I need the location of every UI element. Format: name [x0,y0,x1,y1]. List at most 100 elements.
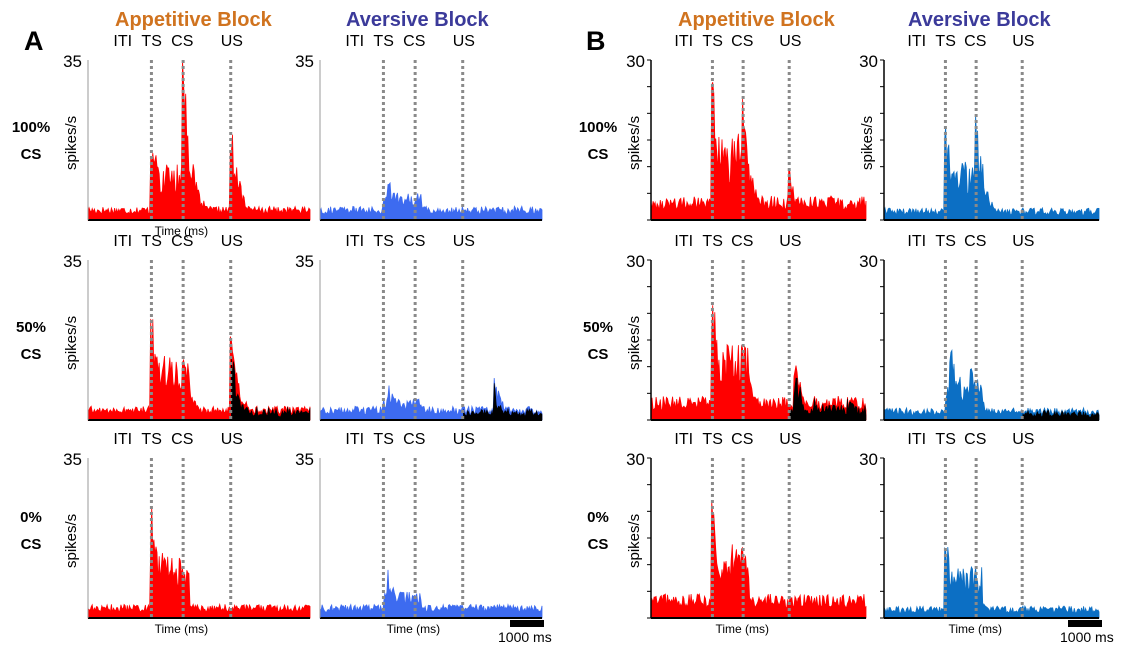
event-label-cs: CS [964,431,987,448]
event-label-us: US [1012,233,1035,250]
psth-trace-trace [650,501,867,619]
event-label-iti: ITI [674,233,694,250]
event-label-cs: CS [964,233,987,250]
psth-trace-trace [87,506,311,619]
row-label-pct: 50% [15,319,47,336]
row-label-cs: CS [20,346,42,363]
y-axis-label: spikes/s [626,513,643,568]
event-label-us: US [220,233,243,250]
block-title-aversive-b: Aversive Block [908,9,1051,31]
event-label-iti: ITI [345,33,365,50]
event-label-iti: ITI [113,233,133,250]
row-label-0-a: 0% CS [9,510,53,552]
event-label-iti: ITI [345,431,365,448]
x-axis-label: Time (ms) [948,622,1003,636]
psth-trace-trace [883,348,1100,421]
psth-plot [647,457,867,619]
y-max-label: 35 [63,450,82,469]
row-label-pct: 100% [11,119,51,136]
row-label-50-b: 50% CS [576,320,620,362]
psth-plot [87,59,311,221]
row-label-cs: CS [20,536,42,553]
psth-trace-trace [319,377,543,421]
event-label-us: US [779,233,802,250]
y-axis-label: spikes/s [859,115,876,170]
event-label-iti: ITI [907,431,927,448]
event-label-cs: CS [403,233,426,250]
event-label-cs: CS [171,33,194,50]
event-label-ts: TS [141,33,162,50]
y-max-label: 35 [63,252,82,271]
event-label-us: US [1012,33,1035,50]
row-label-cs: CS [587,536,609,553]
x-axis-label: Time (ms) [715,622,770,636]
event-label-ts: TS [702,33,723,50]
psth-trace-omitted [463,383,543,421]
row-label-pct: 0% [20,509,42,526]
row-label-cs: CS [587,346,609,363]
x-axis-label: Time (ms) [386,622,441,636]
y-axis-label: spikes/s [63,315,80,370]
y-max-label: 30 [626,52,645,71]
x-axis-label: Time (ms) [154,224,209,238]
row-label-pct: 0% [587,509,609,526]
psth-trace-omitted [789,377,867,421]
event-label-ts: TS [141,431,162,448]
row-label-100-a: 100% CS [9,120,53,162]
scale-bar-a [510,620,544,627]
psth-plot [319,260,543,421]
event-label-ts: TS [935,233,956,250]
event-label-iti: ITI [113,33,133,50]
panel-letter-b: B [586,26,606,56]
psth-trace-rewarded [87,318,311,421]
row-label-cs: CS [587,146,609,163]
event-label-us: US [452,33,475,50]
scale-bar-label-b: 1000 ms [1060,629,1114,645]
event-label-cs: CS [171,233,194,250]
y-max-label: 30 [626,252,645,271]
event-label-cs: CS [171,431,194,448]
row-label-cs: CS [20,146,42,163]
psth-plot [880,457,1100,619]
psth-trace-omitted [1022,409,1100,421]
y-max-label: 30 [859,52,878,71]
event-label-cs: CS [731,233,754,250]
scale-bar-b [1068,620,1102,627]
psth-trace-rewarded [650,305,867,421]
event-label-cs: CS [403,33,426,50]
event-label-ts: TS [702,233,723,250]
y-axis-label: spikes/s [63,115,80,170]
y-axis-label: spikes/s [626,315,643,370]
event-label-us: US [220,431,243,448]
event-label-iti: ITI [907,33,927,50]
row-label-50-a: 50% CS [9,320,53,362]
y-max-label: 35 [295,450,314,469]
event-label-iti: ITI [674,431,694,448]
event-label-iti: ITI [113,431,133,448]
psth-trace-trace [883,546,1100,619]
psth-trace-rewarded [87,59,311,221]
psth-plot [319,458,543,619]
event-label-us: US [779,431,802,448]
x-axis-label: Time (ms) [154,622,209,636]
psth-trace-trace [319,569,543,619]
block-title-appetitive-b: Appetitive Block [678,9,835,31]
y-axis-label: spikes/s [63,513,80,568]
event-label-us: US [1012,431,1035,448]
y-max-label: 35 [295,52,314,71]
event-label-ts: TS [935,33,956,50]
scale-bar-label-a: 1000 ms [498,629,552,645]
psth-plot [87,260,311,421]
event-label-ts: TS [373,233,394,250]
event-label-iti: ITI [345,233,365,250]
psth-plot [880,259,1100,421]
event-label-cs: CS [403,431,426,448]
event-label-ts: TS [141,233,162,250]
y-max-label: 30 [626,450,645,469]
psth-plot [880,59,1100,221]
event-label-us: US [779,33,802,50]
event-label-us: US [452,431,475,448]
y-axis-label: spikes/s [626,115,643,170]
block-title-aversive-a: Aversive Block [346,9,489,31]
